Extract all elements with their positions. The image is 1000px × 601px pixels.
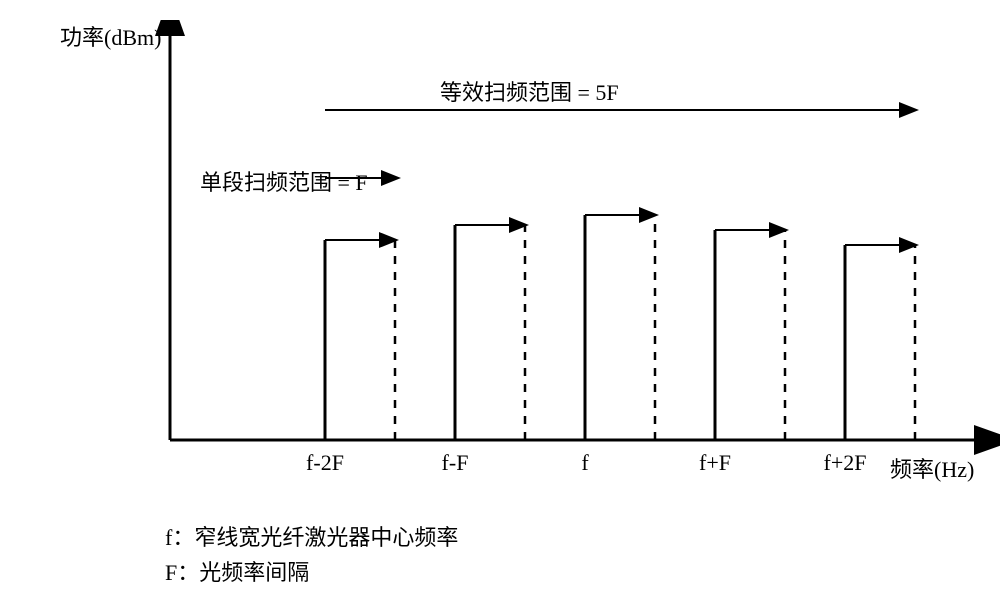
y-axis-label: 功率(dBm)	[60, 20, 161, 52]
x-tick-label: f+2F	[824, 450, 867, 476]
legend-F-text: 光频率间隔	[199, 560, 309, 585]
legend-line-2: F：光频率间隔	[165, 555, 309, 587]
legend-f-symbol: f：	[165, 525, 194, 550]
top-range-label: 等效扫频范围 = 5F	[440, 75, 619, 107]
x-tick-label: f	[581, 450, 588, 476]
x-tick-label: f-2F	[306, 450, 344, 476]
x-tick-label: f+F	[699, 450, 731, 476]
chart-area: 功率(dBm) 频率(Hz) 等效扫频范围 = 5F 单段扫频范围 = F f-…	[60, 20, 940, 490]
x-tick-label: f-F	[442, 450, 469, 476]
x-axis-label: 频率(Hz)	[890, 452, 974, 484]
legend-F-symbol: F：	[165, 560, 199, 585]
legend-line-1: f：窄线宽光纤激光器中心频率	[165, 520, 458, 552]
segment-range-label: 单段扫频范围 = F	[200, 165, 368, 197]
legend-f-text: 窄线宽光纤激光器中心频率	[194, 525, 458, 550]
